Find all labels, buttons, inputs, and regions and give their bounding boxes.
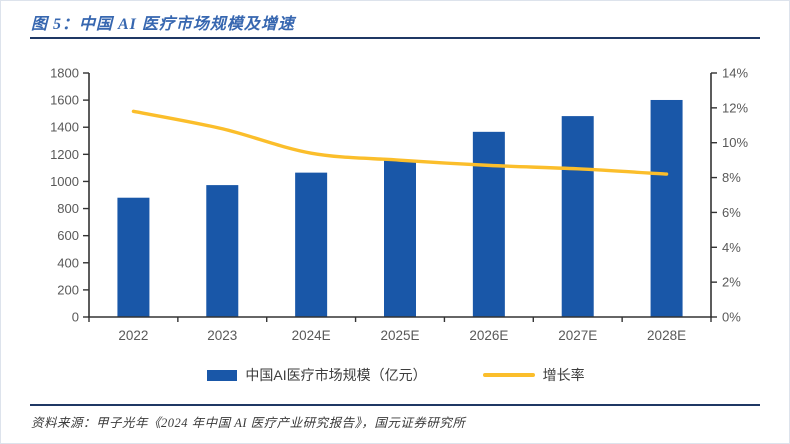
- line-series-swatch: [482, 373, 535, 377]
- right-axis-tick-label: 8%: [722, 170, 741, 185]
- right-axis-tick-label: 12%: [722, 100, 748, 115]
- figure-title: 图 5：中国 AI 医疗市场规模及增速: [31, 16, 295, 33]
- bar-series-swatch: [207, 369, 238, 381]
- right-axis-tick-label: 2%: [722, 275, 741, 290]
- left-axis-tick-label: 800: [57, 201, 79, 216]
- source-note: 资料来源：甲子光年《2024 年中国 AI 医疗产业研究报告》，国元证券研究所: [31, 416, 466, 430]
- combo-chart: 0 200 400 600 800 1000 1200 1400 1600 1800 0% 2% 4% 6…: [50, 66, 748, 344]
- market-size-bar-2027E: [561, 116, 594, 318]
- left-axis-tick-label: 1200: [50, 147, 79, 162]
- market-size-bar-2024E: [295, 172, 328, 317]
- left-axis-tick-label: 0: [72, 310, 79, 325]
- left-axis-tick-label: 1400: [50, 120, 79, 135]
- right-axis-tick-label: 0%: [722, 310, 741, 325]
- market-size-bar-2026E: [472, 131, 505, 317]
- left-axis-tick-label: 400: [57, 255, 79, 270]
- market-size-bar-2022: [117, 197, 150, 317]
- chart-legend: 中国AI医疗市场规模（亿元） 增长率: [31, 364, 761, 386]
- right-axis-tick-label: 14%: [722, 66, 748, 81]
- title-divider: [30, 37, 760, 39]
- left-axis-tick-label: 1800: [50, 66, 79, 81]
- right-axis-tick-label: 6%: [722, 205, 741, 220]
- x-axis-category-label: 2023: [207, 328, 237, 343]
- legend-item-growth-rate: 增长率: [482, 365, 585, 385]
- right-axis-tick-label: 10%: [722, 135, 748, 150]
- x-axis-category-label: 2022: [118, 328, 148, 343]
- market-size-bar-2023: [206, 185, 239, 317]
- x-axis-category-label: 2024E: [292, 328, 331, 343]
- source-divider: [30, 404, 760, 406]
- x-axis-category-label: 2026E: [469, 328, 508, 343]
- right-axis-tick-label: 4%: [722, 240, 741, 255]
- left-axis-tick-label: 1600: [50, 93, 79, 108]
- left-axis-tick-label: 200: [57, 282, 79, 297]
- line-series-label: 增长率: [542, 367, 585, 383]
- market-size-bar-2025E: [384, 160, 416, 317]
- left-axis-tick-label: 1000: [50, 174, 79, 189]
- growth-rate-line: [131, 109, 669, 176]
- market-size-bar-2028E: [650, 99, 683, 317]
- x-axis-category-label: 2027E: [558, 328, 597, 343]
- x-axis-category-label: 2025E: [380, 328, 419, 343]
- left-axis-tick-label: 600: [57, 228, 79, 243]
- x-axis-category-label: 2028E: [647, 328, 686, 343]
- bar-series-label: 中国AI医疗市场规模（亿元）: [245, 367, 427, 383]
- legend-item-market-size: 中国AI医疗市场规模（亿元）: [207, 365, 427, 385]
